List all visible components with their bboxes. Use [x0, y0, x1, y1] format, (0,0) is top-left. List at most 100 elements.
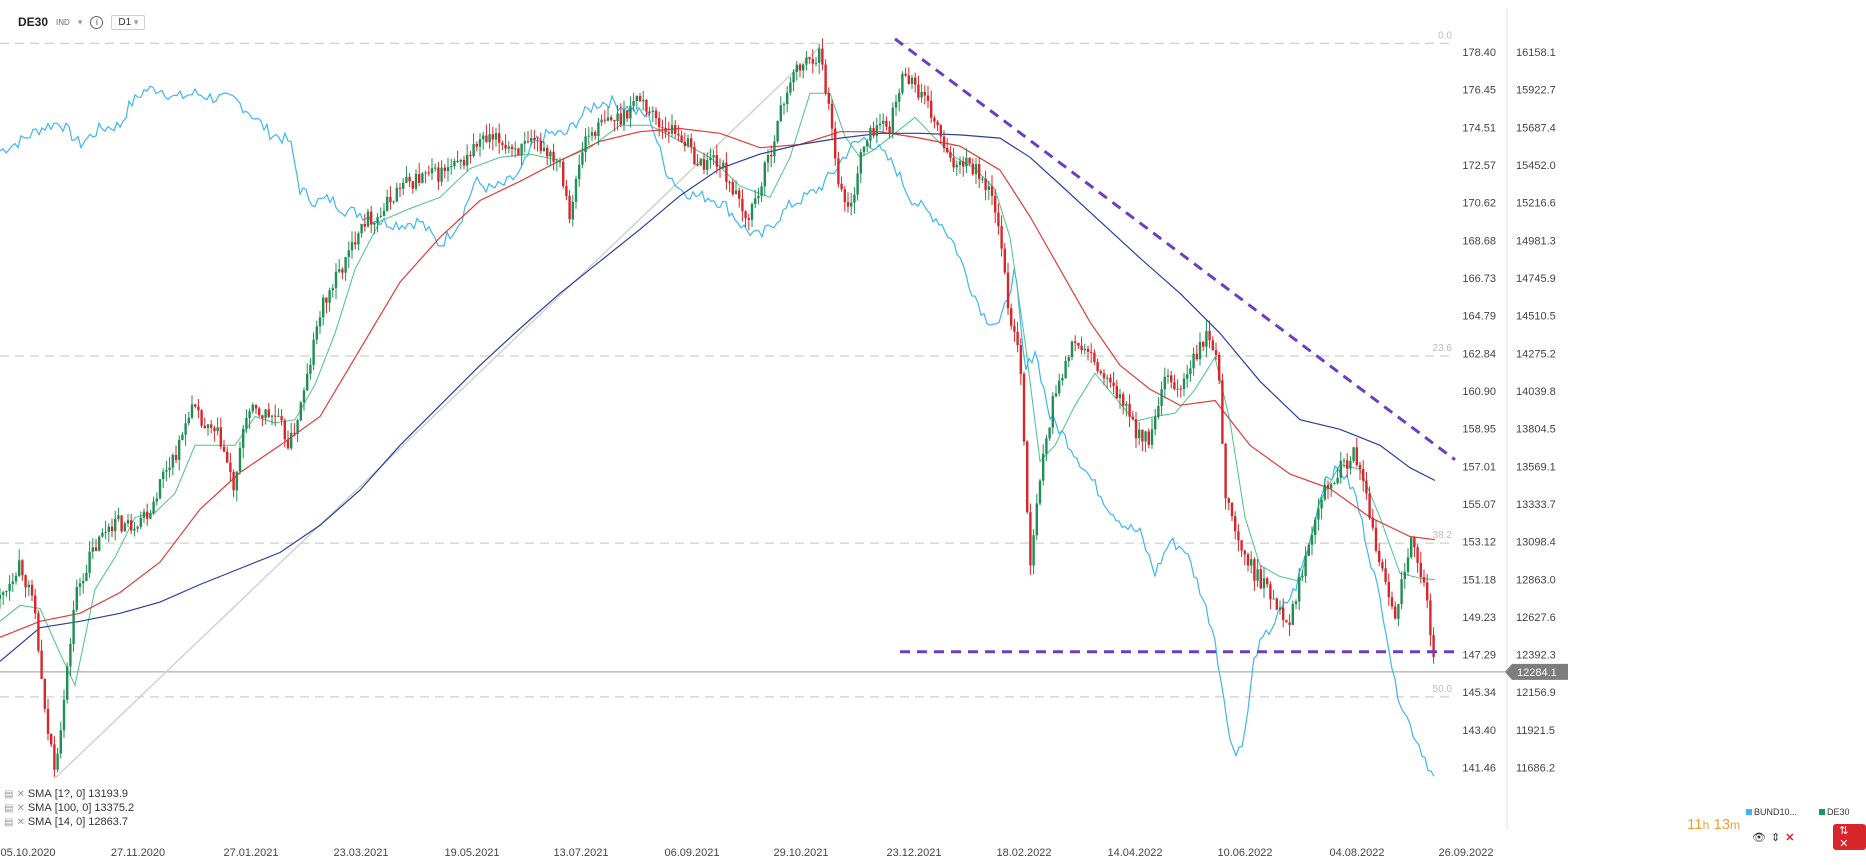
close-icon[interactable]: ✕	[1785, 831, 1795, 844]
candle-body	[1320, 499, 1323, 509]
candle-body	[379, 215, 382, 217]
candle-body	[1205, 331, 1208, 347]
legend-item-de30[interactable]: DE30	[1819, 807, 1850, 817]
compare-button[interactable]: ⇅ ✕	[1833, 824, 1866, 850]
candle-body	[875, 125, 878, 136]
eye-icon[interactable]: 👁	[1752, 831, 1766, 844]
candle-body	[347, 250, 350, 258]
candle-body	[424, 172, 427, 174]
indicator-remove-icon[interactable]: ✕	[16, 816, 25, 828]
candle-body	[440, 167, 443, 182]
candle-body	[917, 84, 920, 98]
sma-blue-line	[0, 132, 1436, 662]
candle-body	[1154, 416, 1157, 430]
candle-body	[1147, 431, 1150, 445]
candle-body	[690, 138, 693, 147]
candle-body	[34, 595, 37, 614]
current-price-tag	[1505, 663, 1568, 680]
candle-body	[722, 162, 725, 167]
candle-body	[1298, 576, 1301, 602]
candle-body	[1160, 389, 1163, 406]
indicator-label: SMA	[27, 788, 52, 800]
indicator-remove-icon[interactable]: ✕	[16, 788, 25, 800]
x-tick-label: 27.11.2020	[111, 847, 165, 859]
candle-body	[456, 160, 459, 162]
candle-body	[754, 198, 757, 204]
candle-body	[328, 290, 331, 303]
candle-body	[1118, 394, 1122, 399]
candle-body	[40, 650, 43, 679]
candle-body	[1339, 460, 1342, 478]
x-tick-label: 29.10.2021	[773, 847, 828, 859]
indicator-row[interactable]: ▤ ✕ SMA [100, 0] 13375.2	[4, 801, 134, 815]
chevron-down-icon[interactable]: ▾	[77, 16, 83, 27]
candle-body	[805, 57, 808, 65]
indicator-settings-icon[interactable]: ▤	[4, 802, 14, 814]
candle-body	[302, 390, 306, 403]
indicator-row[interactable]: ▤ ✕ SMA [14, 0] 12863.7	[4, 815, 134, 829]
symbol-label[interactable]: DE30	[18, 15, 49, 29]
candle-body	[715, 155, 718, 167]
candle-body	[1374, 527, 1378, 551]
candle-body	[1282, 607, 1285, 621]
candle-body	[958, 161, 962, 165]
candle-body	[1378, 550, 1381, 563]
indicator-settings-icon[interactable]: ▤	[4, 816, 14, 828]
candle-body	[344, 257, 347, 273]
y-right-tick-label: 11686.2	[1516, 763, 1555, 775]
series-legend: BUND10... DE30	[1746, 807, 1850, 817]
candle-body	[808, 57, 811, 59]
candle-body	[786, 92, 789, 105]
candle-body	[130, 520, 133, 531]
legend-item-bund[interactable]: BUND10...	[1746, 807, 1797, 817]
candle-body	[72, 609, 75, 644]
candle-body	[530, 137, 533, 142]
info-icon[interactable]: i	[90, 15, 104, 29]
y-left-tick-label: 149.23	[1462, 612, 1496, 624]
chart-toolbar: DE30 IND ▾ i D1 ▾	[18, 12, 146, 32]
y-right-tick-label: 14275.2	[1516, 348, 1556, 360]
candle-body	[1163, 376, 1166, 390]
x-tick-label: 23.03.2021	[333, 847, 388, 859]
indicator-settings-icon[interactable]: ▤	[4, 788, 14, 800]
instrument-type-label: IND	[56, 17, 70, 27]
candle-body	[994, 195, 997, 213]
candle-body	[443, 167, 446, 172]
candle-body	[85, 572, 88, 582]
candle-body	[8, 583, 11, 591]
candle-body	[744, 211, 747, 219]
indicator-row[interactable]: ▤ ✕ SMA [1?, 0] 13193.9	[4, 787, 134, 801]
candle-body	[824, 64, 827, 93]
candle-body	[1422, 577, 1426, 583]
y-right-tick-label: 11921.5	[1516, 725, 1555, 737]
reorder-icon[interactable]: ⇕	[1770, 831, 1781, 844]
candle-body	[1141, 429, 1144, 442]
candle-body	[536, 140, 539, 142]
timeframe-select[interactable]: D1 ▾	[111, 14, 146, 30]
candle-body	[491, 134, 494, 140]
candle-body	[478, 139, 482, 147]
candle-body	[1128, 403, 1131, 417]
fib-level-label: 50.0	[1433, 684, 1453, 695]
candles-group	[0, 38, 1435, 777]
candle-body	[1278, 607, 1282, 610]
y-left-tick-label: 141.46	[1462, 763, 1496, 775]
candle-body	[962, 161, 965, 167]
candle-body	[930, 100, 933, 118]
candle-body	[763, 162, 766, 187]
candle-body	[1221, 380, 1224, 444]
y-right-tick-label: 14510.5	[1516, 311, 1556, 323]
indicator-value: 12863.7	[88, 816, 129, 828]
indicator-remove-icon[interactable]: ✕	[16, 802, 25, 814]
candle-body	[1262, 578, 1266, 589]
candle-body	[728, 181, 731, 183]
candle-body	[1355, 447, 1358, 465]
candle-body	[280, 416, 283, 421]
candle-body	[5, 590, 8, 593]
candle-body	[990, 186, 994, 196]
candle-body	[568, 196, 571, 220]
candle-body	[1394, 606, 1397, 619]
candle-body	[264, 409, 267, 419]
candle-body	[1253, 559, 1256, 581]
